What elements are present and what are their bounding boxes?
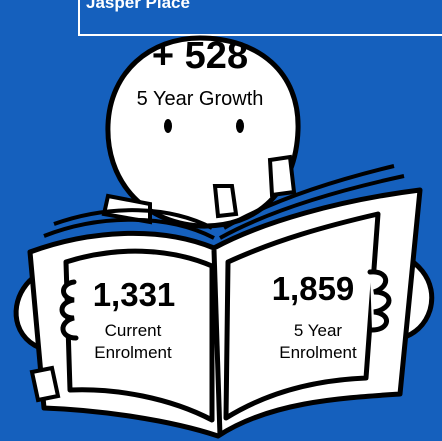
right-page: [223, 211, 381, 421]
bookmark-right: [267, 154, 297, 198]
current-label-line2: Enrolment: [94, 343, 172, 362]
right-eye: [236, 119, 244, 133]
page-title: Jasper Place: [86, 0, 190, 12]
book-spine: [211, 249, 223, 437]
pages-right: [219, 174, 405, 240]
five-year-enrolment-value: 1,859: [271, 270, 355, 307]
five-year-enrolment-label: 5 Year Enrolment: [262, 320, 374, 364]
bookmark-mid: [212, 184, 239, 219]
future-label-line2: Enrolment: [279, 343, 357, 362]
future-label-line1: 5 Year: [293, 321, 343, 340]
growth-label: 5 Year Growth: [136, 88, 264, 110]
pages-right-2: [222, 164, 395, 230]
title-box: Jasper Place: [78, 0, 442, 36]
right-fingers: [367, 269, 392, 333]
head: [105, 35, 301, 229]
left-fingers: [59, 279, 79, 341]
current-enrolment-label: Current Enrolment: [78, 320, 188, 364]
growth-value: + 528: [151, 35, 249, 77]
left-eye: [164, 119, 172, 133]
left-page: [63, 248, 215, 423]
current-enrolment-value: 1,331: [92, 276, 176, 313]
bottom-tab: [29, 365, 61, 403]
pages-left-2: [53, 208, 213, 230]
current-label-line1: Current: [104, 321, 162, 340]
pages-left: [43, 217, 215, 240]
